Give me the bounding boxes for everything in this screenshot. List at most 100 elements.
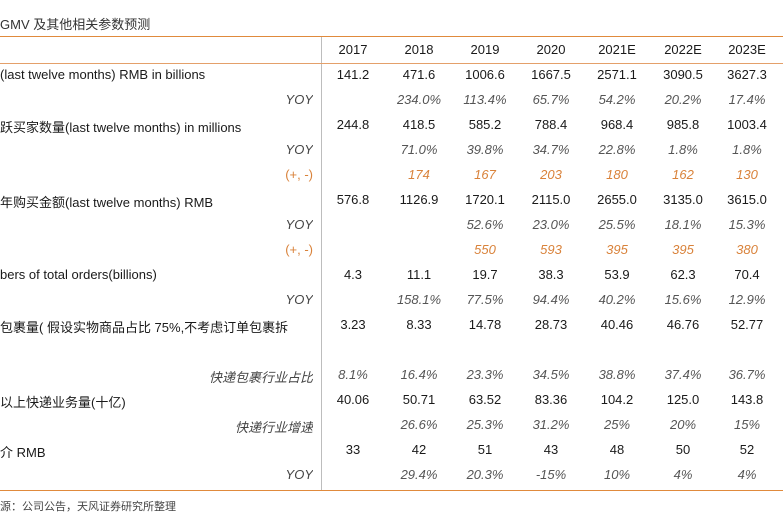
table-cell: 22.8%	[598, 142, 636, 157]
table-row	[0, 338, 783, 363]
table-row: YOY 158.1% 77.5% 94.4% 40.2% 15.6% 12.9%	[0, 288, 783, 313]
table-cell: 15%	[733, 417, 761, 432]
table-cell: 23.0%	[532, 217, 570, 232]
table-cell: 52.77	[730, 317, 764, 332]
table-cell: 48	[609, 442, 625, 457]
table-cell: 19.7	[472, 267, 498, 282]
table-cell: 113.4%	[463, 92, 507, 107]
table-row: (last twelve months) RMB in billions 141.…	[0, 63, 783, 88]
row-label: (last twelve months) RMB in billions	[0, 67, 206, 82]
row-label: 跃买家数量(last twelve months) in millions	[0, 120, 242, 135]
table-cell: 63.52	[468, 392, 502, 407]
table-cell: 20.2%	[664, 92, 702, 107]
table-cell: 70.4	[734, 267, 760, 282]
table-row: 快递包裹行业占比 8.1% 16.4% 23.3% 34.5% 38.8% 37.4% 36.…	[0, 363, 783, 388]
table-cell: 585.2	[468, 117, 502, 132]
table-cell: 15.3%	[728, 217, 766, 232]
table-cell: 2655.0	[597, 192, 637, 207]
row-label: YOY	[285, 217, 313, 232]
table-cell: 158.1%	[396, 292, 442, 307]
table-cell: 395	[672, 242, 694, 257]
table-cell: 550	[474, 242, 496, 257]
table-cell: 38.3	[538, 267, 564, 282]
table-row: YOY 71.0% 39.8% 34.7% 22.8% 1.8% 1.8%	[0, 138, 783, 163]
table-cell: 54.2%	[598, 92, 636, 107]
table-cell: 65.7%	[532, 92, 570, 107]
table-cell: 83.36	[534, 392, 568, 407]
header-year: 2017	[338, 42, 368, 57]
table-row: 快递行业增速 26.6% 25.3% 31.2% 25% 20% 15%	[0, 413, 783, 438]
table-cell: 985.8	[666, 117, 700, 132]
table-cell: 51	[477, 442, 493, 457]
row-label: (+, -)	[285, 242, 313, 257]
row-label: YOY	[285, 142, 313, 157]
row-label: YOY	[285, 467, 313, 482]
row-label: 快递包裹行业占比	[208, 370, 313, 385]
table-cell: 17.4%	[728, 92, 766, 107]
table-cell: 50	[675, 442, 691, 457]
table-cell: 130	[736, 167, 758, 182]
table-cell: 1006.6	[465, 67, 505, 82]
table-cell: 12.9%	[728, 292, 766, 307]
table-row: 介 RMB 33 42 51 43 48 50 52	[0, 438, 783, 463]
table-cell: 380	[736, 242, 758, 257]
table-cell: 28.73	[534, 317, 568, 332]
table-cell: 104.2	[600, 392, 634, 407]
table-cell: 29.4%	[400, 467, 438, 482]
row-label: 快递行业增速	[234, 420, 313, 435]
table-cell: 94.4%	[532, 292, 570, 307]
table-cell: 203	[540, 167, 562, 182]
table-cell: 1720.1	[465, 192, 505, 207]
table-cell: 576.8	[336, 192, 370, 207]
table-cell: 1.8%	[732, 142, 762, 157]
table-cell: 1.8%	[668, 142, 698, 157]
table-cell: 23.3%	[466, 367, 504, 382]
table-cell: 25.5%	[598, 217, 636, 232]
table-cell: 2571.1	[597, 67, 637, 82]
table-cell: 11.1	[406, 267, 432, 282]
header-year: 2018	[404, 42, 434, 57]
table-cell: 52.6%	[466, 217, 504, 232]
row-label: YOY	[285, 292, 313, 307]
table-cell: 3090.5	[663, 67, 703, 82]
table-cell: 4%	[737, 467, 757, 482]
table-cell: 471.6	[402, 67, 436, 82]
table-cell: 1003.4	[727, 117, 767, 132]
table-cell: 167	[474, 167, 496, 182]
table-cell: 40.2%	[598, 292, 636, 307]
table-cell: 26.6%	[400, 417, 438, 432]
row-label: 介 RMB	[0, 445, 46, 460]
table-cell: 8.1%	[338, 367, 368, 382]
table-cell: 42	[411, 442, 427, 457]
row-label: bers of total orders(billions)	[0, 267, 157, 282]
table-cell: 3.23	[340, 317, 366, 332]
row-label: (+, -)	[285, 167, 313, 182]
table-cell: -15%	[535, 467, 567, 482]
table-cell: 1667.5	[531, 67, 571, 82]
source-note: 源：公司公告，天风证券研究所整理	[0, 501, 176, 513]
table-cell: 20.3%	[466, 467, 504, 482]
table-cell: 16.4%	[400, 367, 438, 382]
table-cell: 39.8%	[466, 142, 504, 157]
table-row: YOY 29.4% 20.3% -15% 10% 4% 4%	[0, 463, 783, 488]
table-row: 以上快递业务量(十亿) 40.06 50.71 63.52 83.36 104.2 125.…	[0, 388, 783, 413]
table-cell: 1126.9	[399, 192, 439, 207]
table-cell: 50.71	[402, 392, 436, 407]
table-cell: 46.76	[666, 317, 700, 332]
table-cell: 40.46	[600, 317, 634, 332]
table-cell: 8.33	[406, 317, 432, 332]
table-cell: 3615.0	[727, 192, 767, 207]
table-cell: 968.4	[600, 117, 634, 132]
table-cell: 71.0%	[400, 142, 438, 157]
table-cell: 25%	[603, 417, 631, 432]
header-rule	[0, 63, 783, 64]
table-cell: 34.5%	[532, 367, 570, 382]
table-cell: 180	[606, 167, 628, 182]
header-year: 2021E	[598, 42, 636, 57]
table-title: GMV 及其他相关参数预测	[0, 17, 151, 32]
table-cell: 244.8	[336, 117, 370, 132]
table-row: YOY 52.6% 23.0% 25.5% 18.1% 15.3%	[0, 213, 783, 238]
bottom-rule	[0, 490, 783, 491]
table-row: (+, -) 174 167 203 180 162 130	[0, 163, 783, 188]
table-cell: 18.1%	[664, 217, 702, 232]
